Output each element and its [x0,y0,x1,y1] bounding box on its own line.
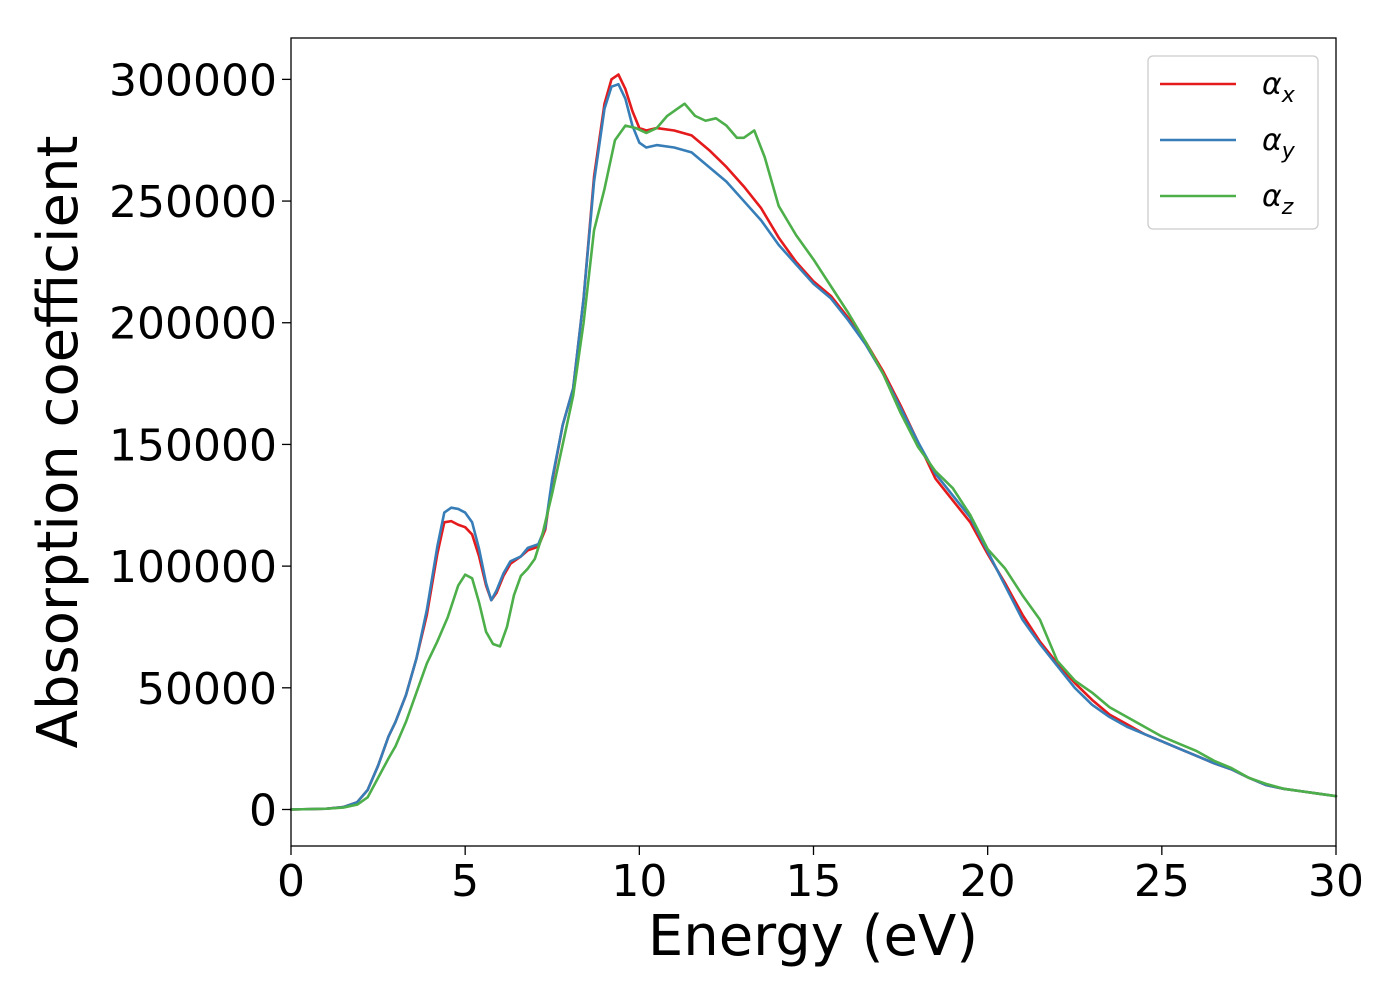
y-axis-label: Absorption coefficient [26,136,91,749]
x-axis-label: Energy (eV) [648,904,978,969]
x-tick-label: 10 [611,856,667,907]
x-tick-label: 0 [277,856,305,907]
x-axis-ticks: 0 5 10 15 20 25 30 [277,846,1364,907]
x-tick-label: 30 [1308,856,1364,907]
y-tick-label: 150000 [109,420,277,471]
y-tick-label: 100000 [109,542,277,593]
x-tick-label: 25 [1134,856,1190,907]
x-tick-label: 20 [960,856,1016,907]
y-tick-label: 0 [249,785,277,836]
y-axis-ticks: 0 50000 100000 150000 200000 250000 300000 [109,55,291,836]
x-tick-label: 5 [451,856,479,907]
y-tick-label: 200000 [109,299,277,350]
series-line-y [289,82,1338,811]
y-tick-label: 250000 [109,177,277,228]
series-layer [289,73,1338,811]
legend-box [1147,55,1319,230]
y-tick-label: 300000 [109,55,277,106]
y-tick-label: 50000 [137,664,277,715]
series-line-z [289,102,1338,811]
x-tick-label: 15 [786,856,842,907]
